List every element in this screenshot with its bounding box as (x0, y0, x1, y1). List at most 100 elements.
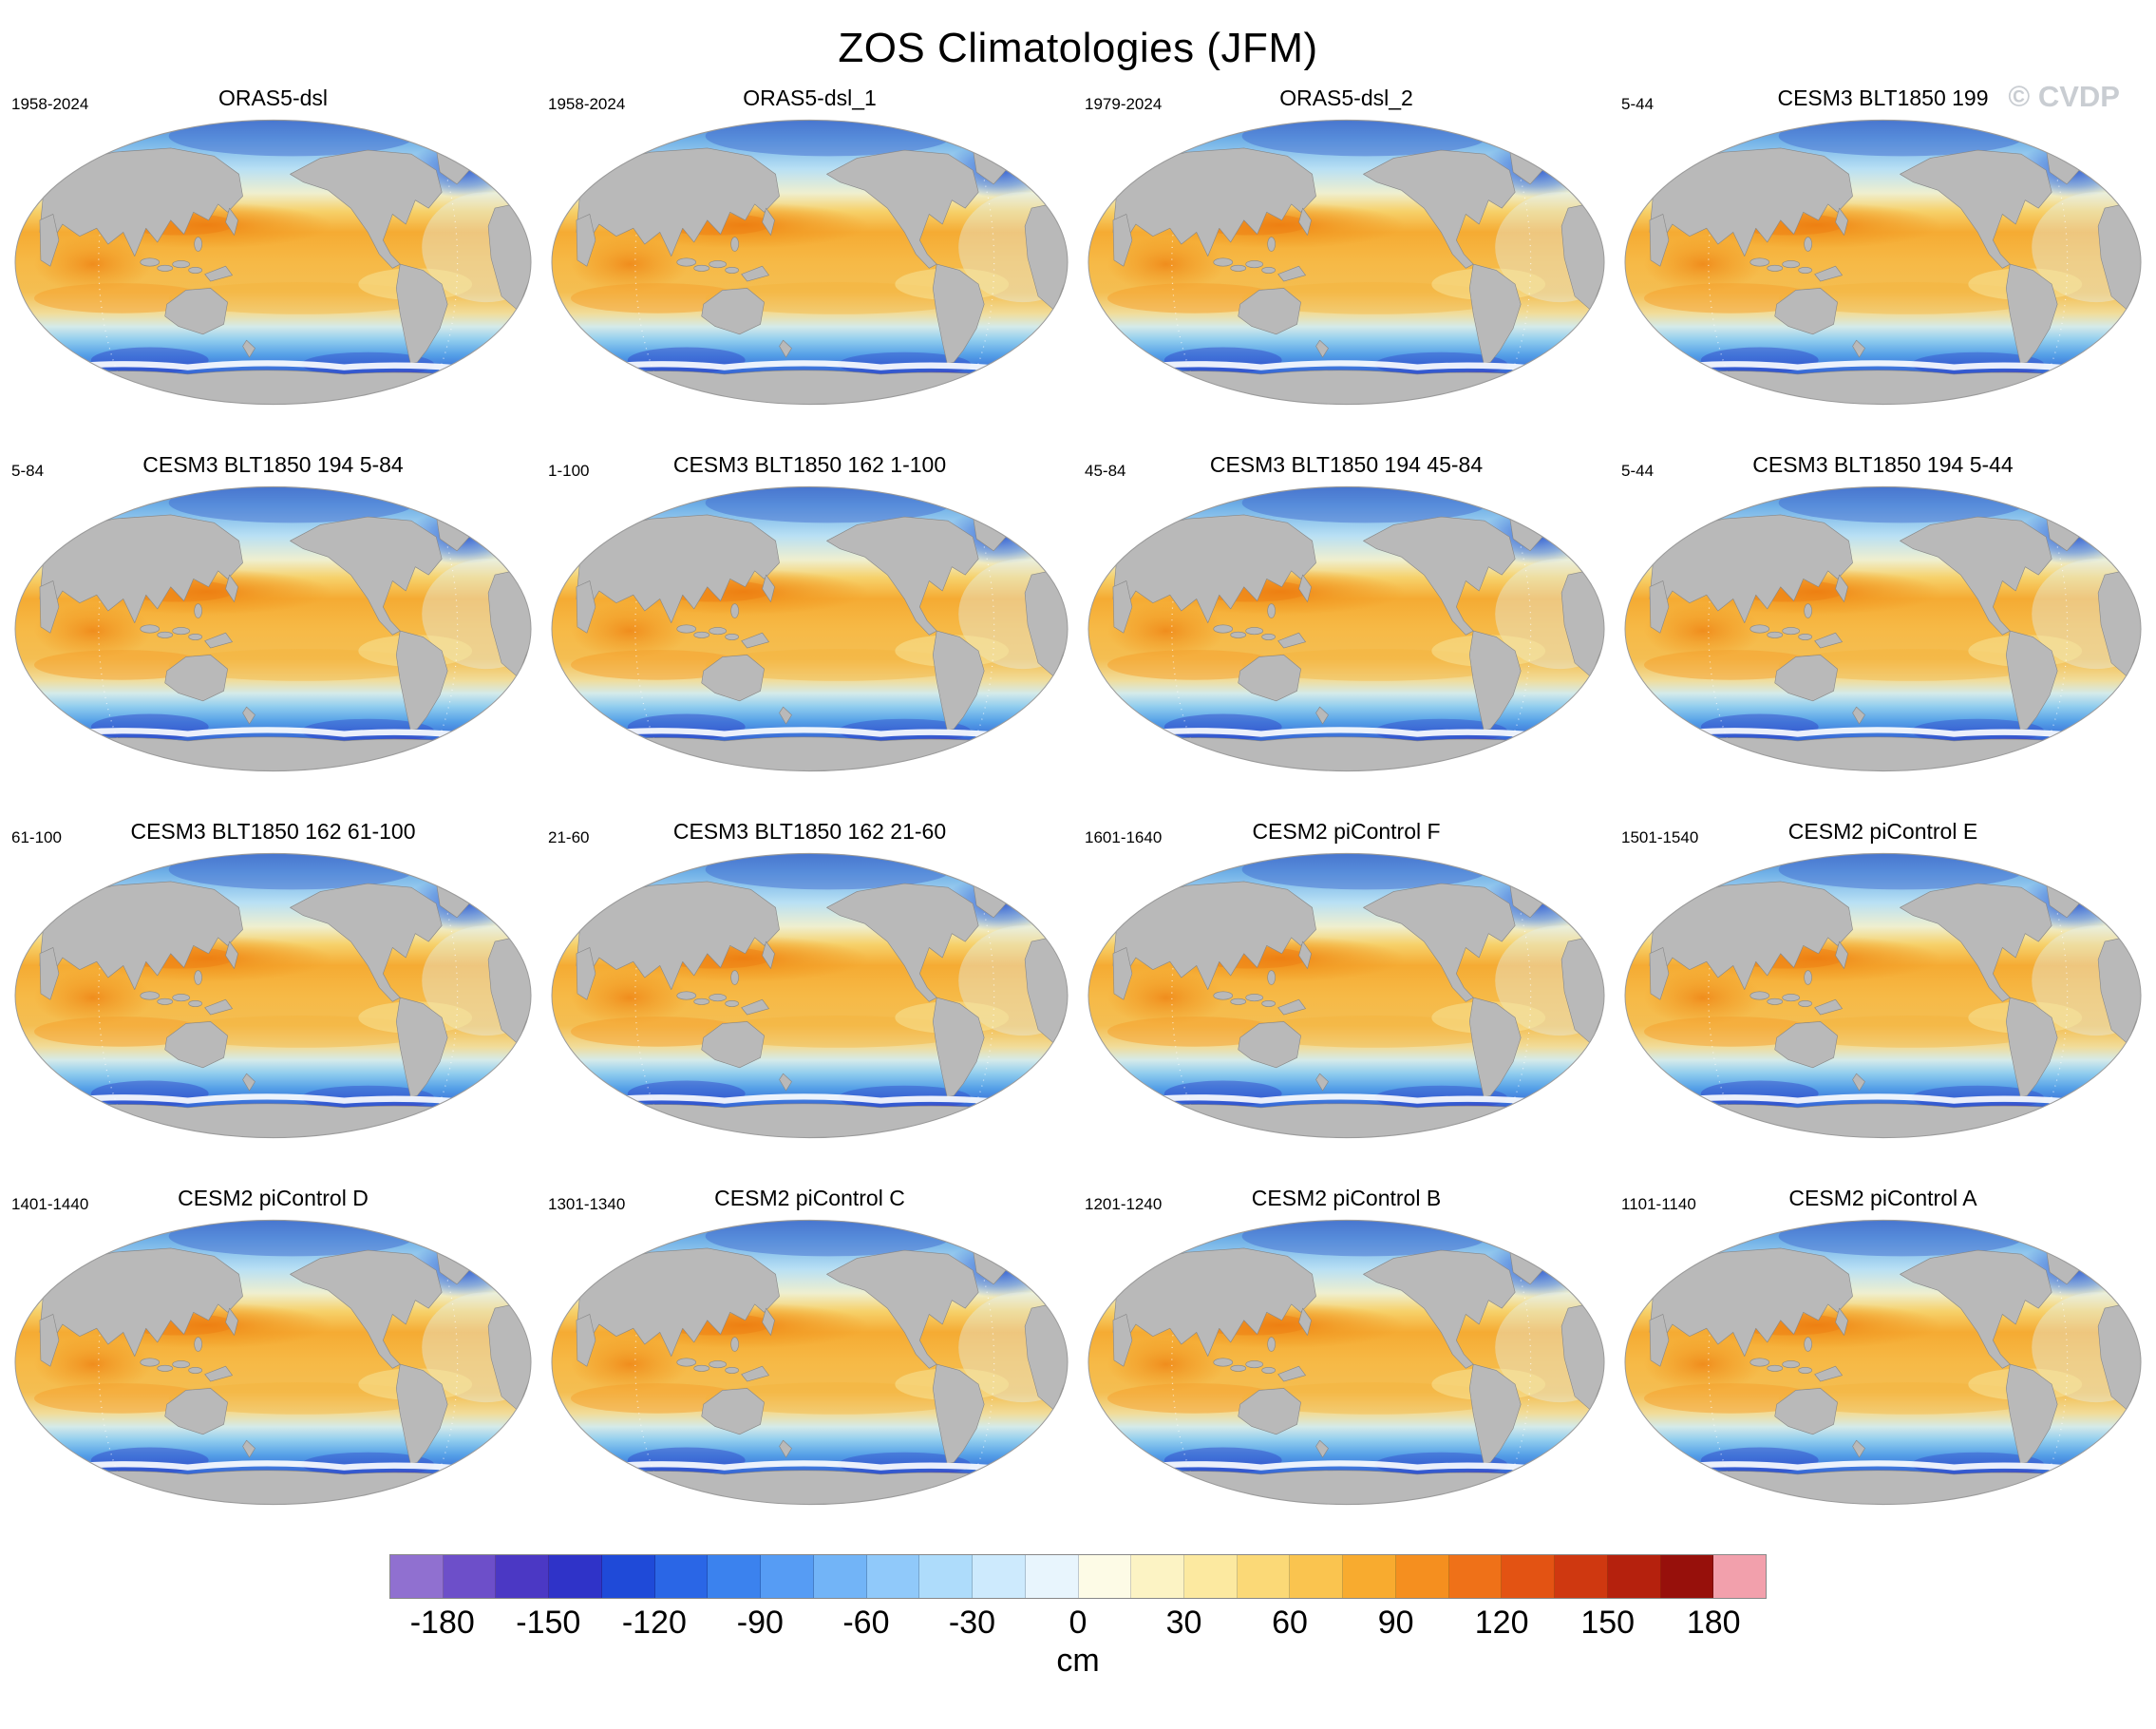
panel-header: 5-84 CESM3 BLT1850 194 5-84 (8, 448, 539, 480)
colorbar-segment (549, 1555, 602, 1598)
panel-header: 1201-1240 CESM2 piControl B (1081, 1182, 1612, 1213)
map-panel: 5-44 CESM3 BLT1850 199 (1617, 82, 2148, 412)
colorbar-tick-label: -90 (736, 1605, 784, 1641)
colorbar-tick-label: 150 (1580, 1605, 1636, 1641)
continents (1112, 147, 1605, 364)
panel-title: CESM3 BLT1850 194 45-84 (1209, 452, 1484, 477)
panel-header: 61-100 CESM3 BLT1850 162 61-100 (8, 815, 539, 846)
colorbar-segment (1025, 1555, 1079, 1598)
continents (576, 881, 1069, 1097)
panel-title: CESM2 piControl C (714, 1186, 905, 1210)
panel-title: CESM3 BLT1850 194 5-84 (142, 452, 404, 477)
panel-title: ORAS5-dsl_2 (1279, 86, 1413, 110)
world-map (551, 852, 1069, 1139)
continents (1112, 514, 1605, 731)
colorbar-tick-label: 90 (1377, 1605, 1414, 1641)
panel-title: CESM2 piControl D (178, 1186, 369, 1210)
map-panel: 61-100 CESM3 BLT1850 162 61-100 (8, 815, 539, 1146)
continents (39, 514, 532, 731)
world-map (1087, 119, 1605, 406)
panel-header: 1-100 CESM3 BLT1850 162 1-100 (544, 448, 1075, 480)
panel-title: CESM3 BLT1850 194 5-44 (1752, 452, 2014, 477)
colorbar-segment (654, 1555, 709, 1598)
map-panel: 1201-1240 CESM2 piControl B (1081, 1182, 1612, 1512)
colorbar-tick-label: 120 (1474, 1605, 1529, 1641)
map-panel: 1601-1640 CESM2 piControl F (1081, 815, 1612, 1146)
colorbar-tick-label: -60 (842, 1605, 890, 1641)
colorbar-tick-label: 30 (1165, 1605, 1202, 1641)
world-map (1087, 1219, 1605, 1506)
map-panel: 1-100 CESM3 BLT1850 162 1-100 (544, 448, 1075, 779)
panel-title: CESM2 piControl F (1252, 819, 1441, 844)
continents (39, 1247, 532, 1464)
world-map (14, 1219, 532, 1506)
colorbar-segment (1078, 1555, 1132, 1598)
continents (39, 147, 532, 364)
period-label: 45-84 (1085, 462, 1126, 480)
panel-title: CESM3 BLT1850 162 21-60 (672, 819, 947, 844)
panel-header: 1958-2024 ORAS5-dsl (8, 82, 539, 113)
panel-title: CESM3 BLT1850 162 1-100 (672, 452, 947, 477)
panel-title: ORAS5-dsl (217, 86, 329, 110)
colorbar-tick-label: 60 (1272, 1605, 1308, 1641)
colorbar-segment (496, 1555, 550, 1598)
world-map (14, 485, 532, 772)
period-label: 1301-1340 (548, 1195, 626, 1213)
colorbar-segment (1607, 1555, 1661, 1598)
colorbar-segment (813, 1555, 867, 1598)
continents (1649, 514, 2142, 731)
panel-header: 5-44 CESM3 BLT1850 194 5-44 (1617, 448, 2148, 480)
period-label: 1101-1140 (1621, 1195, 1696, 1213)
panel-title: CESM3 BLT1850 199 (1777, 86, 1989, 110)
continents (1649, 147, 2142, 364)
panel-title: CESM2 piControl B (1251, 1186, 1442, 1210)
panel-header: 1601-1640 CESM2 piControl F (1081, 815, 1612, 846)
figure-title: ZOS Climatologies (JFM) (838, 25, 1318, 71)
map-panel: 1101-1140 CESM2 piControl A (1617, 1182, 2148, 1512)
world-map (1087, 485, 1605, 772)
colorbar-segment (1290, 1555, 1344, 1598)
world-map (551, 119, 1069, 406)
map-panel: 21-60 CESM3 BLT1850 162 21-60 (544, 815, 1075, 1146)
map-panel: 1501-1540 CESM2 piControl E (1617, 815, 2148, 1146)
panel-title: CESM3 BLT1850 162 61-100 (130, 819, 416, 844)
cvdp-watermark: © CVDP (2008, 80, 2120, 113)
panel-header: 1101-1140 CESM2 piControl A (1617, 1182, 2148, 1213)
colorbar-segment (1448, 1555, 1503, 1598)
panel-header: 1301-1340 CESM2 piControl C (544, 1182, 1075, 1213)
colorbar-segment (761, 1555, 814, 1598)
colorbar-segment (1502, 1555, 1556, 1598)
colorbar-segment (601, 1555, 655, 1598)
colorbar-segment (1184, 1555, 1238, 1598)
period-label: 61-100 (11, 828, 62, 846)
colorbar: -180 -150 -120 -90 -60 -30 0 30 60 90 120 150 180 cm (389, 1554, 1767, 1680)
map-panel: 1301-1340 CESM2 piControl C (544, 1182, 1075, 1512)
colorbar-segment (708, 1555, 762, 1598)
period-label: 1201-1240 (1085, 1195, 1163, 1213)
panel-header: 1979-2024 ORAS5-dsl_2 (1081, 82, 1612, 113)
map-panel: 1979-2024 ORAS5-dsl_2 (1081, 82, 1612, 412)
colorbar-tick-label: -30 (948, 1605, 996, 1641)
world-map (1624, 485, 2142, 772)
colorbar-segment (1343, 1555, 1396, 1598)
colorbar-segment (390, 1555, 444, 1598)
panel-header: 5-44 CESM3 BLT1850 199 (1617, 82, 2148, 113)
period-label: 1958-2024 (11, 95, 89, 113)
panel-header: 1958-2024 ORAS5-dsl_1 (544, 82, 1075, 113)
colorbar-tick-label: -150 (516, 1605, 581, 1641)
map-grid: 1958-2024 ORAS5-dsl 1958-2024 ORAS5-dsl_1 … (0, 72, 2156, 1512)
colorbar-segment (1131, 1555, 1185, 1598)
map-panel: 5-44 CESM3 BLT1850 194 5-44 (1617, 448, 2148, 779)
colorbar-tick-row: -180 -150 -120 -90 -60 -30 0 30 60 90 120 150 180 (389, 1603, 1767, 1646)
world-map (1624, 119, 2142, 406)
panel-header: 21-60 CESM3 BLT1850 162 21-60 (544, 815, 1075, 846)
world-map (1624, 1219, 2142, 1506)
period-label: 1979-2024 (1085, 95, 1163, 113)
colorbar-tick-label: -120 (621, 1605, 687, 1641)
world-map (551, 1219, 1069, 1506)
world-map (551, 485, 1069, 772)
world-map (1624, 852, 2142, 1139)
panel-title: CESM2 piControl A (1788, 1186, 1977, 1210)
continents (576, 514, 1069, 731)
continents (1649, 1247, 2142, 1464)
